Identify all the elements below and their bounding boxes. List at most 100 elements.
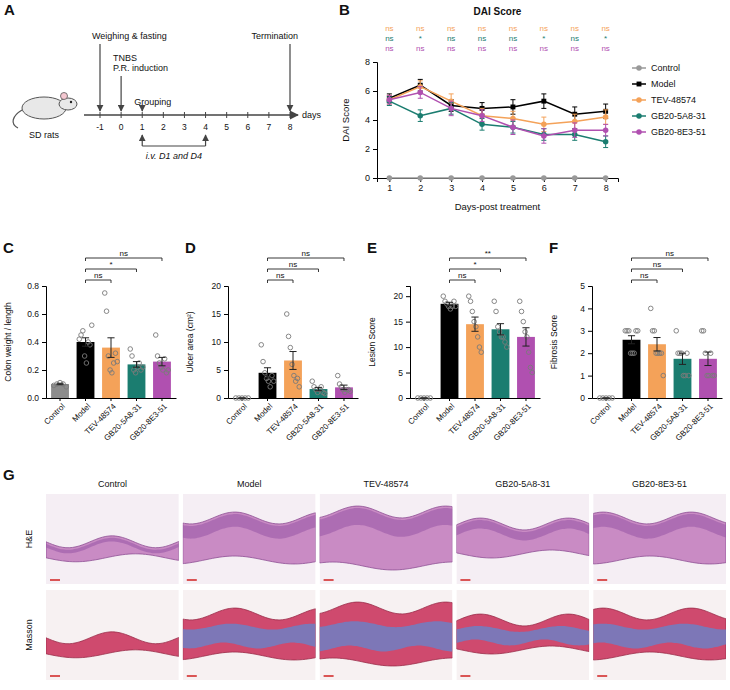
point (470, 309, 475, 314)
tick-mark (42, 342, 46, 343)
tick-mark (588, 398, 592, 399)
panel-bar: F012345ControlModelTEV-48574GB20-5A8-31G… (549, 239, 723, 443)
point (110, 371, 115, 376)
tick-mark (42, 398, 46, 399)
day-label: 7 (267, 122, 272, 132)
tick-mark (682, 398, 683, 401)
point (510, 175, 516, 181)
point (701, 329, 706, 334)
point (448, 106, 454, 112)
tick-label: 8 (604, 183, 609, 193)
tick-mark (42, 370, 46, 371)
tick-label: 5 (216, 365, 221, 375)
dosing-arrow (205, 135, 206, 146)
tick: 2 (365, 144, 377, 154)
tick-mark (224, 370, 228, 371)
x-axis: ControlModelTEV-48574GB20-5A8-31GB20-8E3… (224, 398, 358, 443)
comparison-label: ns (94, 271, 102, 280)
point (322, 391, 327, 396)
legend-marker (637, 82, 642, 87)
error-bar (264, 368, 271, 378)
tick: GB20-8E3-51 (310, 398, 351, 443)
point (635, 329, 640, 334)
bar (233, 398, 251, 399)
point (319, 385, 324, 390)
tick: 0.0 (27, 393, 46, 403)
significance-label: ns (385, 34, 393, 43)
panel-letter: C (3, 239, 14, 256)
error-bar (628, 336, 635, 344)
event: Termination (251, 31, 298, 111)
dosing-label: i.v. D1 and D4 (146, 151, 202, 161)
bar (597, 398, 615, 399)
significance-label: * (604, 34, 607, 43)
tick: 0 (580, 393, 592, 403)
x-axis: ControlModelTEV-48574GB20-5A8-31GB20-8E3… (588, 398, 722, 443)
point (246, 396, 251, 401)
comparison-bracket (268, 258, 344, 261)
histology-image (183, 494, 316, 584)
panel-letter: B (339, 1, 350, 18)
point (348, 389, 353, 394)
point (166, 368, 171, 373)
panel-letter: F (549, 239, 558, 256)
point (652, 329, 657, 334)
tick-label: 6 (542, 183, 547, 193)
tick-mark (42, 286, 46, 287)
event-label: Weighing & fasting (92, 31, 167, 41)
legend-label: Control (651, 63, 680, 73)
plot-marks (415, 294, 534, 400)
tick-mark (373, 91, 377, 92)
tick-mark (588, 286, 592, 287)
point (661, 373, 666, 378)
significance-label: ns (509, 34, 517, 43)
tick-label: Model (435, 402, 457, 424)
comparison-bracket (450, 269, 501, 272)
tick: 20 (212, 281, 228, 291)
point (479, 113, 485, 119)
point (521, 319, 526, 324)
event-arrow (289, 44, 290, 111)
day-label: 2 (161, 122, 166, 132)
histology-image (456, 494, 589, 584)
tick-label: 5 (511, 183, 516, 193)
point (153, 333, 158, 338)
point (494, 309, 499, 314)
bar (492, 329, 510, 398)
tick-mark (707, 398, 708, 401)
tick-label: 10 (212, 337, 222, 347)
panel-letter: G (3, 466, 15, 483)
tick: 0.4 (27, 337, 46, 347)
tick-mark (136, 398, 137, 401)
column-header: Control (98, 479, 127, 489)
error-bar (107, 338, 114, 358)
bar (415, 398, 433, 399)
point (572, 175, 578, 181)
point (510, 124, 516, 130)
error-bar (603, 110, 608, 125)
tick: 0.2 (27, 365, 46, 375)
comparison-bracket (632, 269, 683, 272)
point (130, 354, 135, 359)
point (479, 175, 485, 181)
point (284, 312, 289, 317)
timeline-tick (100, 112, 101, 118)
tick: 8 (365, 57, 377, 67)
event-arrow (99, 44, 100, 111)
tick: Control (406, 398, 431, 426)
row-header: Masson (24, 619, 34, 651)
legend-label: TEV-48574 (651, 95, 696, 105)
tick-mark (373, 120, 377, 121)
point (104, 309, 109, 314)
timeline-unit: days (302, 110, 322, 120)
point (712, 373, 717, 378)
point (479, 350, 484, 355)
tick-label: 1 (387, 183, 392, 193)
error-bar (420, 398, 427, 399)
comparison-bracket (632, 258, 708, 261)
point (627, 329, 632, 334)
day-label: 4 (203, 122, 208, 132)
plot-marks (597, 306, 716, 400)
error-bar (340, 385, 347, 389)
significance-label: ns (509, 24, 517, 33)
